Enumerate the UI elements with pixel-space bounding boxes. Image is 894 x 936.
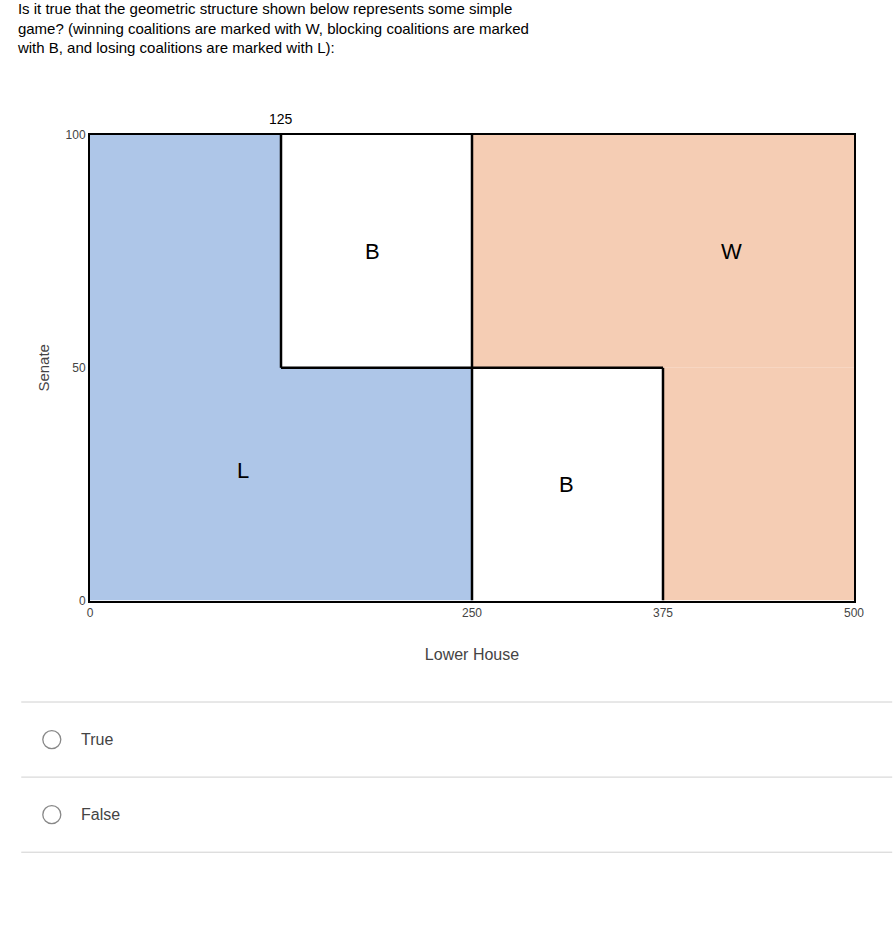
- svg-text:50: 50: [72, 361, 86, 375]
- svg-text:500: 500: [844, 606, 864, 620]
- svg-text:L: L: [237, 458, 249, 483]
- svg-text:0: 0: [79, 594, 86, 608]
- svg-text:100: 100: [66, 128, 86, 142]
- svg-text:Is it true that the geometric: Is it true that the geometric structure …: [17, 0, 529, 56]
- svg-text:Lower House: Lower House: [425, 646, 519, 663]
- svg-text:125: 125: [269, 111, 293, 127]
- svg-text:True: True: [81, 731, 113, 748]
- svg-text:False: False: [81, 806, 120, 823]
- svg-text:W: W: [721, 239, 742, 264]
- svg-text:B: B: [559, 472, 574, 497]
- svg-text:Senate: Senate: [35, 344, 52, 392]
- svg-text:B: B: [365, 239, 380, 264]
- svg-text:0: 0: [87, 606, 94, 620]
- svg-text:250: 250: [462, 606, 482, 620]
- svg-text:375: 375: [653, 606, 673, 620]
